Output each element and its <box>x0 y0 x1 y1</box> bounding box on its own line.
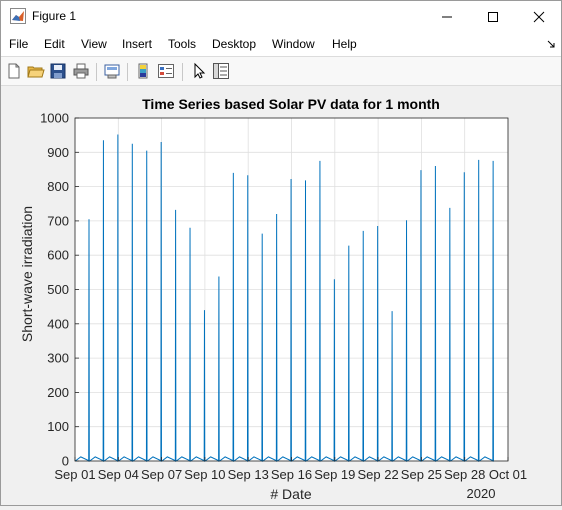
title-bar: Figure 1 <box>1 1 561 32</box>
menu-insert[interactable]: Insert <box>122 37 153 51</box>
toolbar-separator <box>182 63 183 81</box>
pointer-icon[interactable] <box>190 62 208 80</box>
chart-title: Time Series based Solar PV data for 1 mo… <box>142 96 440 112</box>
y-tick-label: 600 <box>47 248 69 263</box>
new-figure-icon[interactable] <box>5 62 23 80</box>
x-tick-label: Sep 01 <box>54 467 95 482</box>
menu-file[interactable]: File <box>9 37 29 51</box>
y-tick-label: 200 <box>47 385 69 400</box>
menu-view[interactable]: View <box>81 37 107 51</box>
x-tick-label: Sep 13 <box>228 467 269 482</box>
minimize-icon <box>442 16 452 17</box>
x-axis-year-label: 2020 <box>467 486 496 501</box>
dock-arrow-icon[interactable] <box>547 40 555 48</box>
x-tick-label: Sep 19 <box>314 467 355 482</box>
y-tick-label: 100 <box>47 419 69 434</box>
y-tick-label: 900 <box>47 145 69 160</box>
maximize-icon <box>488 11 498 22</box>
save-icon[interactable] <box>49 62 67 80</box>
y-tick-label: 700 <box>47 213 69 228</box>
open-file-icon[interactable] <box>27 62 45 80</box>
toolbar <box>1 57 561 86</box>
matlab-app-icon <box>10 8 26 24</box>
y-tick-label: 0 <box>62 454 69 469</box>
menu-bar: File Edit View Insert Tools Desktop Wind… <box>1 32 561 57</box>
menu-desktop[interactable]: Desktop <box>212 37 257 51</box>
x-tick-label: Sep 22 <box>357 467 398 482</box>
x-tick-label: Oct 01 <box>489 467 527 482</box>
x-tick-label: Sep 28 <box>444 467 485 482</box>
y-tick-label: 400 <box>47 316 69 331</box>
minimize-button[interactable] <box>424 1 470 32</box>
menu-tools[interactable]: Tools <box>168 37 197 51</box>
close-button[interactable] <box>516 1 562 32</box>
maximize-button[interactable] <box>470 1 516 32</box>
x-tick-label: Sep 25 <box>401 467 442 482</box>
y-tick-label: 300 <box>47 351 69 366</box>
property-inspector-icon[interactable] <box>212 62 230 80</box>
figure-canvas: 0 100 200 300 400 500 600 700 800 900 1000 Sep 01 Se… <box>1 86 561 505</box>
toolbar-separator <box>96 63 97 81</box>
x-tick-label: Sep 04 <box>98 467 139 482</box>
y-tick-label: 800 <box>47 179 69 194</box>
y-tick-label: 1000 <box>40 111 69 126</box>
x-tick-label: Sep 07 <box>141 467 182 482</box>
colorbar-icon[interactable] <box>134 62 152 80</box>
y-axis-label: Short-wave irradiation <box>19 206 35 342</box>
legend-icon[interactable] <box>157 62 175 80</box>
close-icon <box>533 11 545 22</box>
window-title: Figure 1 <box>32 9 77 23</box>
menu-window[interactable]: Window <box>272 37 315 51</box>
print-icon[interactable] <box>72 62 90 80</box>
link-plot-icon[interactable] <box>103 62 121 80</box>
y-tick-label: 500 <box>47 282 69 297</box>
x-tick-label: Sep 16 <box>271 467 312 482</box>
menu-edit[interactable]: Edit <box>44 37 65 51</box>
x-tick-label: Sep 10 <box>184 467 225 482</box>
menu-help[interactable]: Help <box>332 37 357 51</box>
x-axis-label: # Date <box>270 486 311 502</box>
toolbar-separator <box>127 63 128 81</box>
